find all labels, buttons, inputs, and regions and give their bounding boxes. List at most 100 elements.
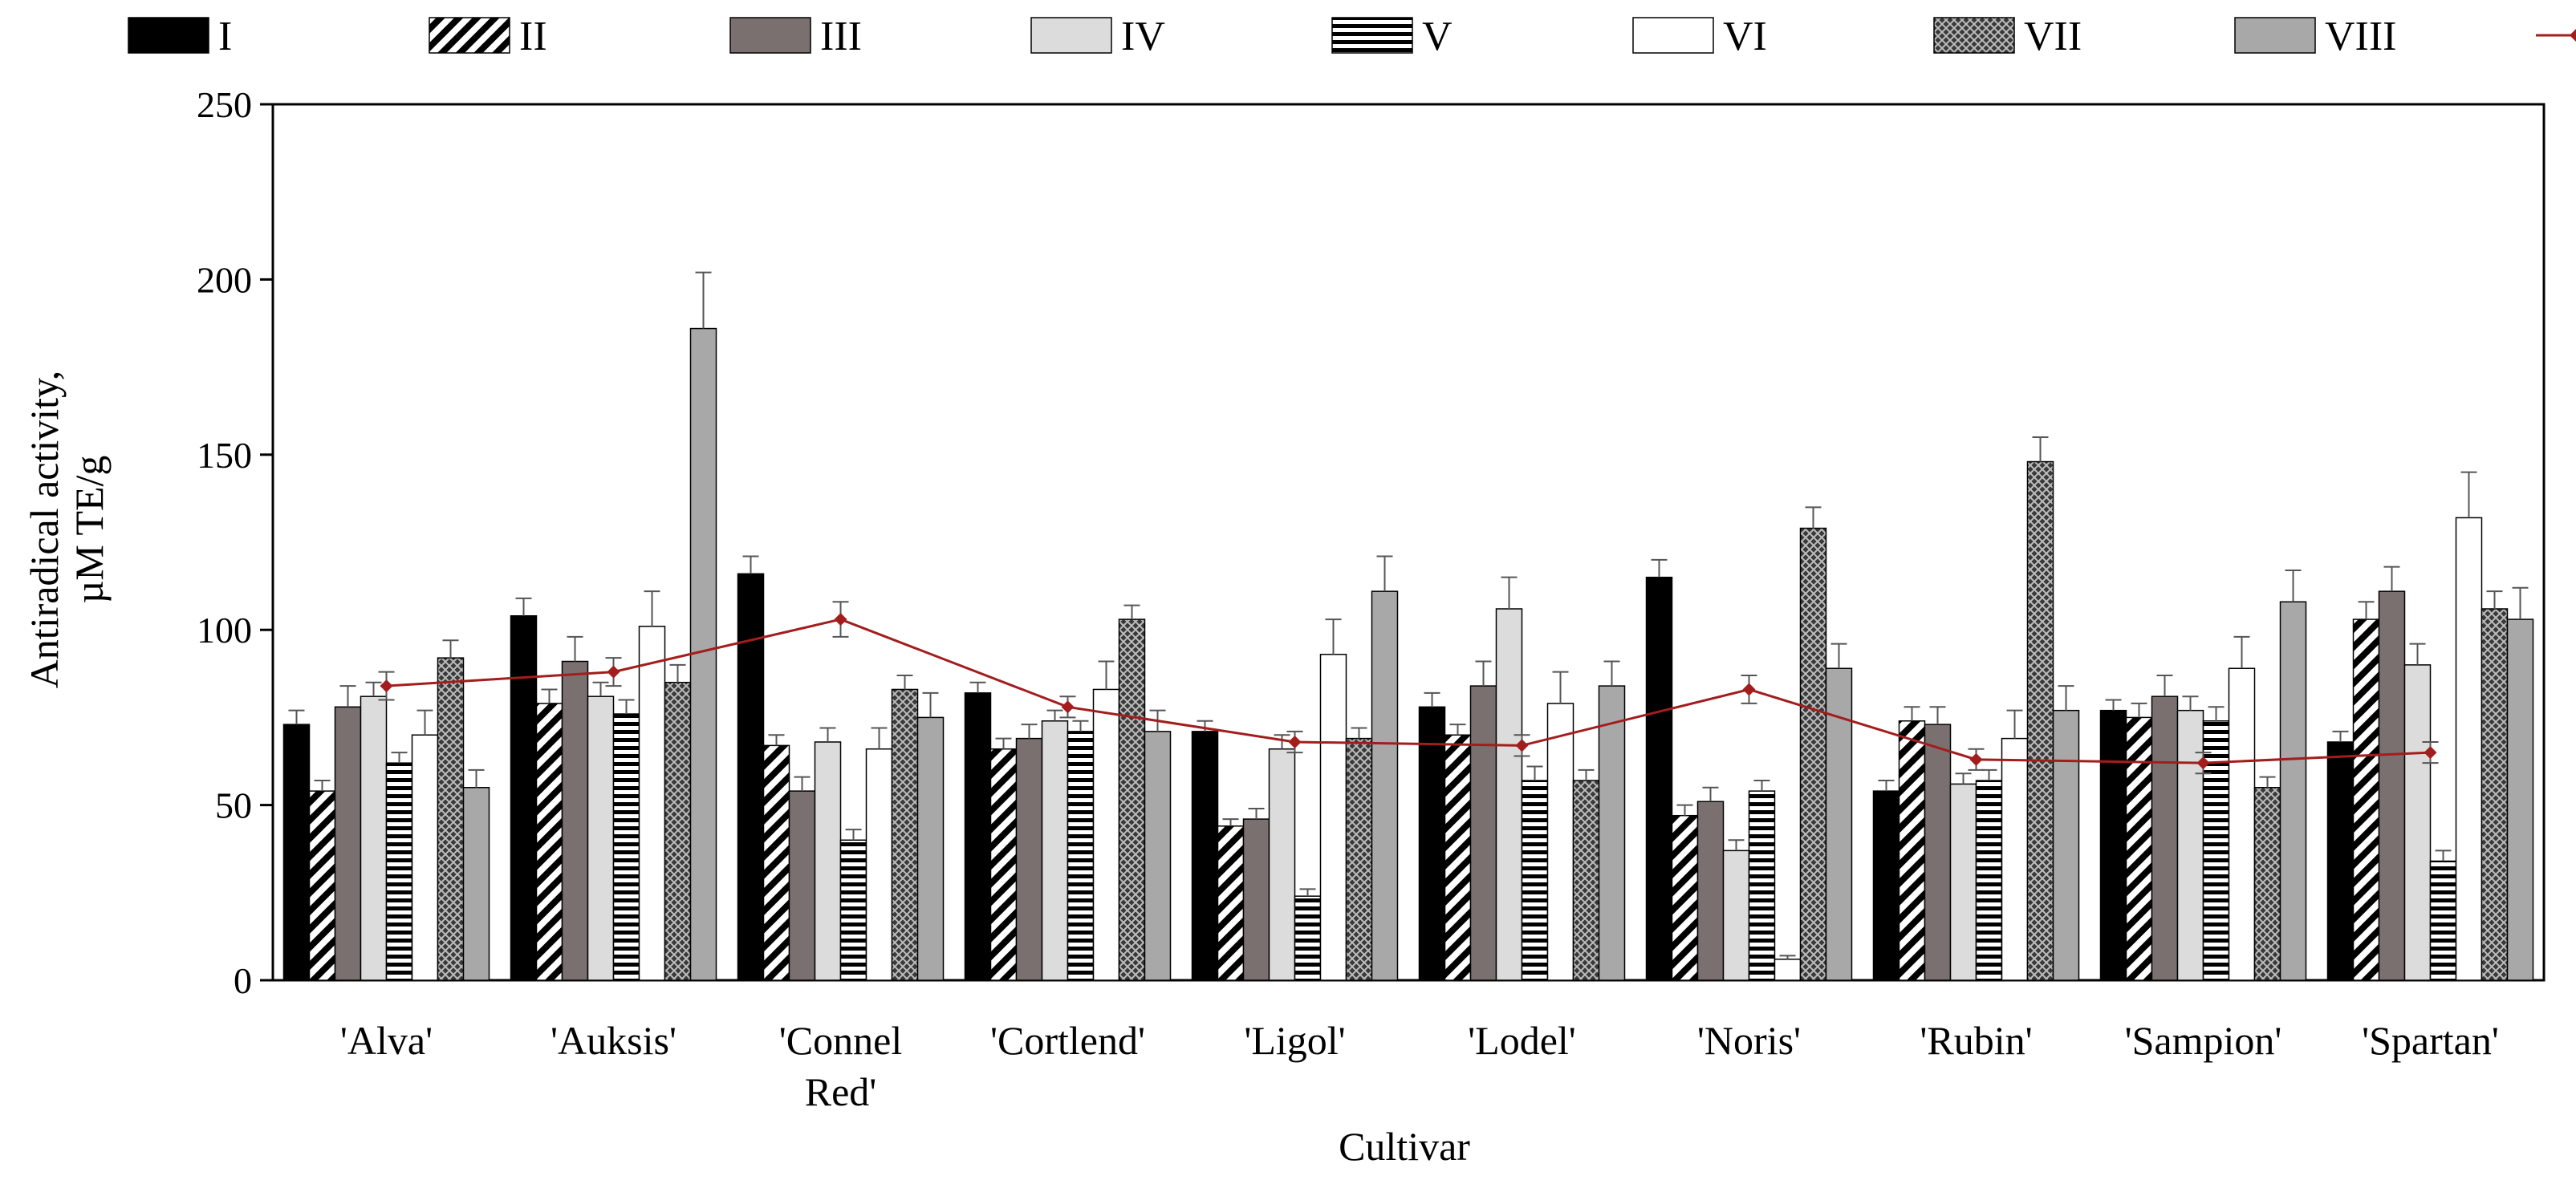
x-category-label: 'Alva': [340, 1018, 433, 1063]
bar: [1521, 780, 1549, 981]
legend-item-VI: VI: [1632, 14, 1767, 59]
bar: [1898, 720, 1926, 981]
legend-swatch: [729, 17, 811, 54]
bar: [1418, 706, 1446, 981]
x-category-label: 'Noris': [1697, 1018, 1801, 1063]
bar: [1598, 685, 1626, 981]
bar: [1572, 780, 1600, 981]
bar: [1949, 783, 1977, 981]
bar: [308, 790, 336, 981]
bs-line: [386, 618, 2431, 764]
bar: [2481, 608, 2509, 981]
bar: [282, 724, 311, 981]
bar: [814, 741, 842, 981]
bar: [612, 713, 640, 981]
bar: [587, 695, 615, 981]
y-axis: 0 50 100 150 200 250: [197, 84, 273, 1001]
bar: [1242, 818, 1270, 981]
bs-point: [834, 613, 847, 626]
bs-point: [1061, 700, 1075, 714]
legend-swatch: [1933, 17, 2015, 54]
bar: [1546, 703, 1574, 981]
plot-area: 0 50 100 150 200 250 'Alva' 'Auksis' 'Connel Red…: [197, 84, 2546, 1114]
bar: [1469, 685, 1497, 981]
bar: [638, 626, 666, 981]
bs-point: [2196, 756, 2210, 770]
x-category-label: Red': [805, 1069, 877, 1114]
y-axis-title-line-2: µM TE/g: [67, 456, 112, 604]
bar: [2429, 860, 2457, 981]
y-tick-label: 50: [215, 785, 252, 826]
x-axis: 'Alva' 'Auksis' 'Connel Red' 'Cortlend' 'Ligo…: [340, 1018, 2499, 1114]
legend-swatch: [1030, 17, 1112, 54]
legend-label: I: [218, 14, 232, 59]
bar: [1645, 576, 1673, 981]
bar: [865, 748, 893, 981]
x-category-label: 'Rubin': [1920, 1018, 2032, 1063]
bar: [1217, 825, 1245, 981]
legend-label: III: [820, 14, 862, 59]
series-V: [385, 699, 2457, 981]
legend: IIIIIIIVVVIVIIVIIIBS: [128, 14, 2576, 59]
bar: [535, 703, 563, 981]
bar: [360, 695, 388, 981]
legend-item-IV: IV: [1030, 14, 1165, 59]
bar: [2279, 601, 2307, 981]
bar: [385, 762, 413, 981]
bar: [2052, 709, 2080, 981]
bar: [1345, 737, 1373, 981]
series-VI: [411, 471, 2483, 981]
legend-item-VIII: VIII: [2234, 14, 2397, 59]
bar: [437, 657, 465, 981]
legend-item-VII: VII: [1933, 14, 2082, 59]
y-tick-label: 0: [234, 960, 252, 1001]
bar: [510, 614, 538, 981]
y-tick-label: 200: [197, 259, 252, 300]
legend-item-V: V: [1331, 14, 1453, 59]
y-tick-label: 250: [197, 84, 252, 125]
bar: [2378, 590, 2406, 981]
bs-point: [1742, 683, 1756, 696]
y-tick-label: 100: [197, 610, 252, 651]
bar: [2026, 460, 2054, 981]
bar: [2455, 517, 2483, 981]
bar: [1268, 748, 1296, 981]
bar: [2001, 737, 2029, 981]
legend-label: V: [1422, 14, 1453, 59]
x-category-label: 'Auksis': [551, 1018, 677, 1063]
bar: [561, 660, 589, 981]
bar: [1696, 801, 1725, 981]
legend-swatch-marker: [2570, 29, 2576, 42]
legend-swatch: [429, 17, 510, 54]
bar: [1191, 731, 1219, 981]
x-category-label: 'Connel: [779, 1018, 902, 1063]
x-category-label: 'Spartan': [2362, 1018, 2499, 1063]
bs-point: [1288, 735, 1302, 748]
series-VIII: [462, 271, 2534, 981]
bar: [788, 790, 816, 981]
bar: [1671, 814, 1699, 981]
legend-item-I: I: [128, 14, 232, 59]
bar: [2352, 618, 2380, 981]
bar: [2151, 695, 2179, 981]
legend-swatch: [1632, 17, 1714, 54]
bar: [2326, 741, 2355, 981]
x-axis-title: Cultivar: [1339, 1124, 1470, 1169]
bar: [411, 734, 439, 981]
bs-point: [2424, 746, 2437, 760]
bars: [282, 271, 2534, 981]
bar: [2228, 667, 2256, 981]
bar: [1067, 731, 1095, 981]
bar: [1319, 654, 1347, 981]
x-category-label: 'Sampion': [2125, 1018, 2282, 1063]
bar: [1371, 590, 1399, 981]
legend-label: IV: [1121, 14, 1165, 59]
bar: [334, 706, 362, 981]
bar: [1444, 734, 1472, 981]
bs-line-series: [378, 601, 2439, 775]
bar: [839, 839, 867, 981]
x-category-label: 'Lodel': [1468, 1018, 1576, 1063]
x-category-label: 'Cortlend': [990, 1018, 1145, 1063]
y-axis-title-line-1: Antiradical activity,: [22, 371, 67, 689]
series-IV: [360, 576, 2432, 981]
